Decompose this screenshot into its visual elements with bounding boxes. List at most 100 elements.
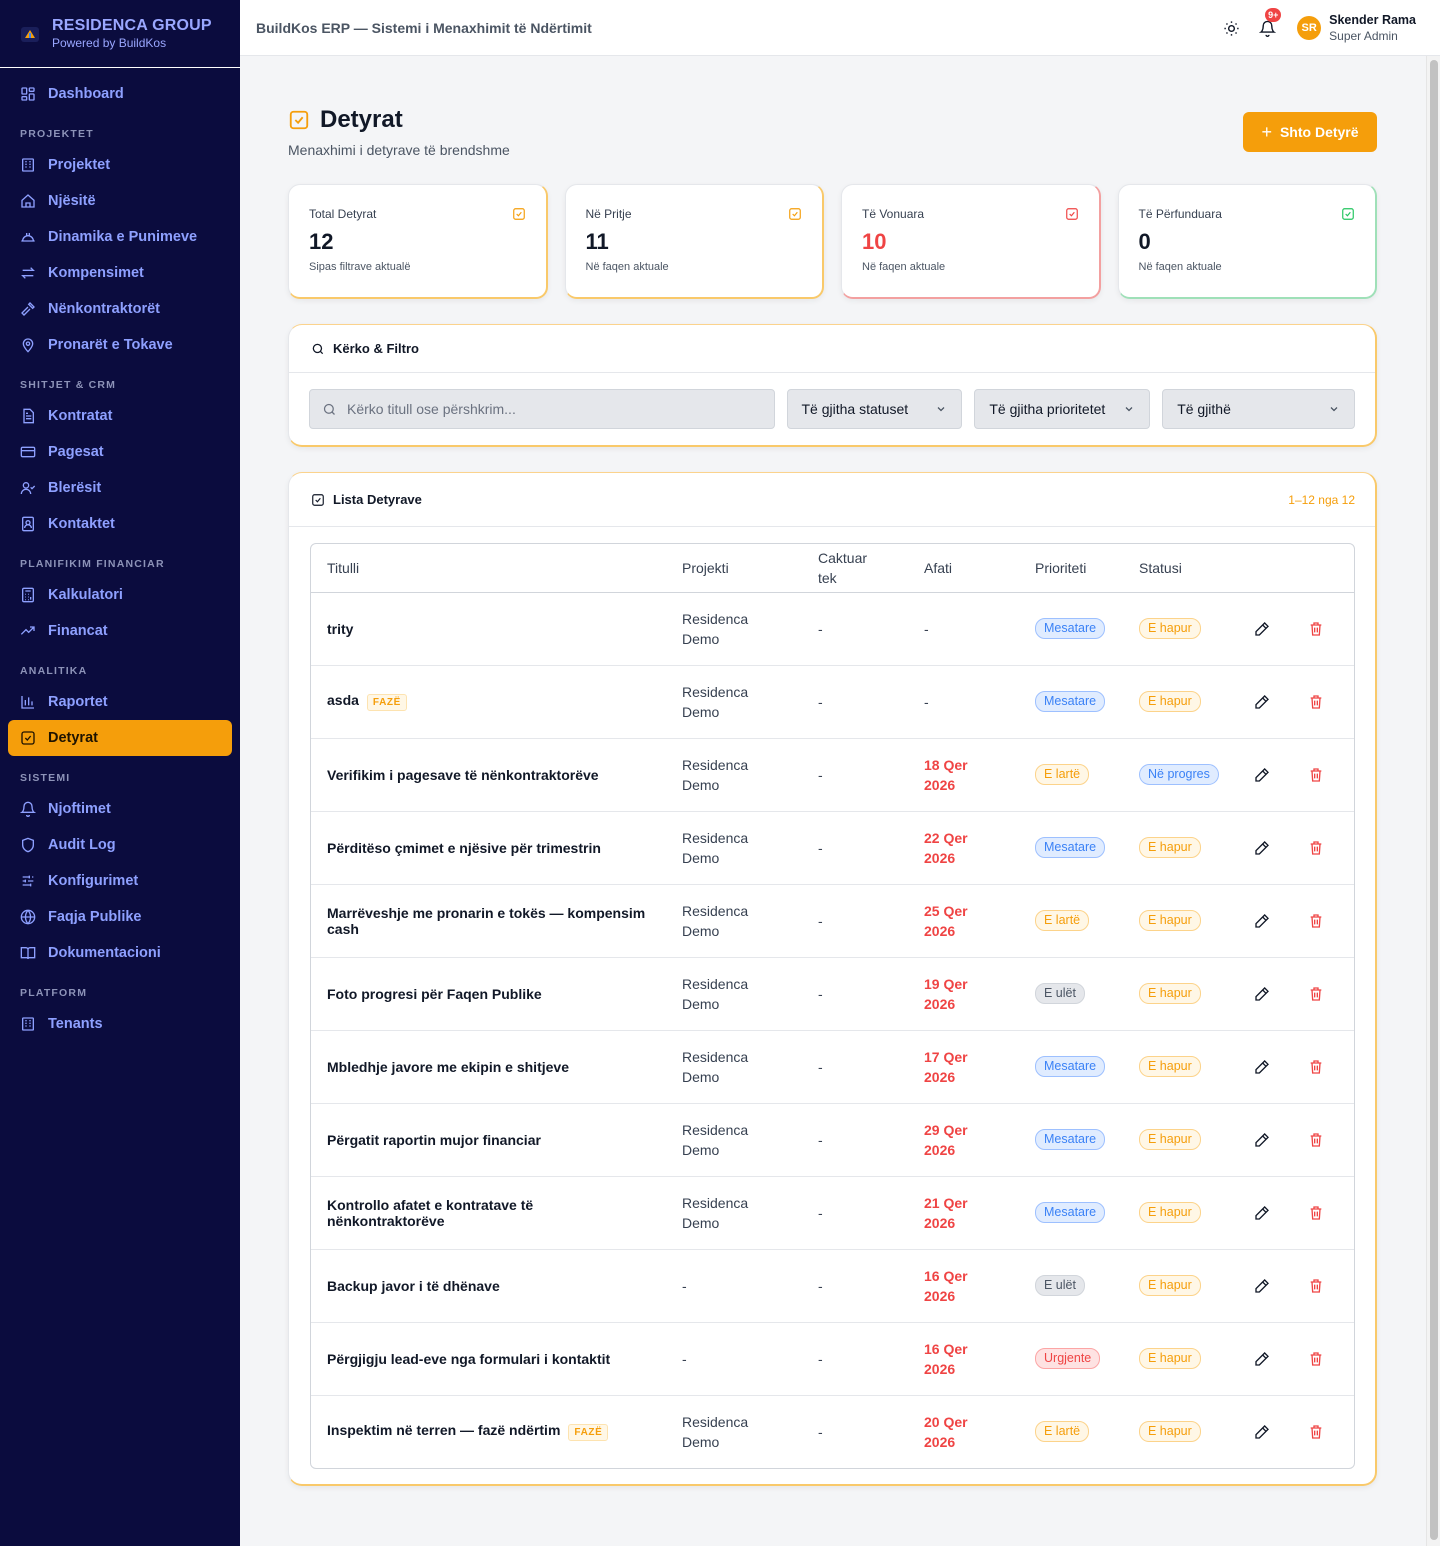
column-header-assignee[interactable]: Caktuar tek [802,544,908,593]
stat-hint: Sipas filtrave aktualë [309,261,411,273]
table-row[interactable]: Marrëveshje me pronarin e tokës — kompen… [311,884,1354,958]
user-avatar[interactable]: SR [1297,16,1322,40]
edit-pencil-icon[interactable] [1251,1056,1273,1078]
sidebar-item-faqja-publike[interactable]: Faqja Publike [0,899,232,935]
edit-pencil-icon[interactable] [1251,764,1273,786]
sidebar-item-audit-log[interactable]: Audit Log [0,827,232,863]
delete-trash-icon[interactable] [1305,1421,1327,1443]
delete-trash-icon[interactable] [1305,1202,1327,1224]
edit-pencil-icon[interactable] [1251,691,1273,713]
task-title-cell[interactable]: Përgjigju lead-eve nga formulari i konta… [311,1322,666,1396]
delete-trash-icon[interactable] [1305,1348,1327,1370]
stat-hint: Në faqen aktuale [1138,261,1222,273]
sidebar-nav: Dashboard PROJEKTET Projektet Njësitë Dinami… [0,68,240,1042]
delete-trash-icon[interactable] [1305,983,1327,1005]
delete-trash-icon[interactable] [1305,1275,1327,1297]
task-title-cell[interactable]: trity [311,592,666,666]
sidebar-item-detyrat[interactable]: Detyrat [8,720,232,756]
task-title-cell[interactable]: Inspektim në terren — fazë ndërtim FAZË [311,1395,666,1468]
task-project: - [666,1249,802,1323]
sidebar-item-raportet[interactable]: Raportet [0,684,232,720]
edit-pencil-icon[interactable] [1251,910,1273,932]
column-header-status[interactable]: Statusi [1123,544,1235,593]
task-title-cell[interactable]: Foto progresi për Faqen Publike [311,957,666,1031]
column-header-priority[interactable]: Prioriteti [1019,544,1123,593]
task-title-cell[interactable]: Kontrollo afatet e kontratave të nënkont… [311,1176,666,1250]
table-row[interactable]: Kontrollo afatet e kontratave të nënkont… [311,1176,1354,1250]
delete-cell [1289,738,1354,812]
task-title-cell[interactable]: Mbledhje javore me ekipin e shitjeve [311,1030,666,1104]
notifications-bell-icon[interactable]: 9+ [1257,8,1282,38]
column-header-project[interactable]: Projekti [666,544,802,593]
search-field[interactable] [309,389,775,429]
sidebar-item-konfigurimet[interactable]: Konfigurimet [0,863,232,899]
table-row[interactable]: Mbledhje javore me ekipin e shitjeve Resi… [311,1030,1354,1104]
due-date: - [924,693,929,710]
column-header-title[interactable]: Titulli [311,544,666,593]
edit-pencil-icon[interactable] [1251,1421,1273,1443]
edit-pencil-icon[interactable] [1251,618,1273,640]
scrollbar-thumb[interactable] [1430,60,1438,1540]
delete-trash-icon[interactable] [1305,618,1327,640]
task-title-cell[interactable]: Marrëveshje me pronarin e tokës — kompen… [311,884,666,958]
table-row[interactable]: Inspektim në terren — fazë ndërtim FAZË Re… [311,1395,1354,1468]
delete-trash-icon[interactable] [1305,691,1327,713]
sidebar-item-pronar-t-e-tokave[interactable]: Pronarët e Tokave [0,327,232,363]
table-row[interactable]: Verifikim i pagesave të nënkontraktorëve… [311,738,1354,812]
delete-trash-icon[interactable] [1305,910,1327,932]
edit-pencil-icon[interactable] [1251,837,1273,859]
status-filter-select[interactable]: Të gjitha statuset [786,389,963,429]
sidebar-item-kontaktet[interactable]: Kontaktet [0,506,232,542]
sidebar-item-n-nkontraktor-t[interactable]: Nënkontraktorët [0,291,232,327]
column-header-due[interactable]: Afati [908,544,1019,593]
table-row[interactable]: asda FAZË Residenca Demo - - Mesatare E hapur [311,665,1354,739]
sidebar-item-dinamika-e-punimeve[interactable]: Dinamika e Punimeve [0,219,232,255]
bell-icon [20,801,36,817]
edit-pencil-icon[interactable] [1251,1348,1273,1370]
edit-pencil-icon[interactable] [1251,983,1273,1005]
table-row[interactable]: Backup javor i të dhënave - -16 Qer 2026 E … [311,1249,1354,1323]
table-row[interactable]: trity Residenca Demo - - Mesatare E hapur [311,592,1354,666]
task-due: 19 Qer 2026 [908,957,1019,1031]
priority-filter-select[interactable]: Të gjitha prioritetet [974,389,1151,429]
sidebar-item-dokumentacioni[interactable]: Dokumentacioni [0,935,232,971]
task-title-cell[interactable]: Përgatit raportin mujor financiar [311,1103,666,1177]
sidebar-item-pagesat[interactable]: Pagesat [0,434,232,470]
delete-trash-icon[interactable] [1305,764,1327,786]
user-menu[interactable]: Skender Rama Super Admin [1329,13,1416,43]
task-project: Residenca Demo [666,738,802,812]
sidebar-item-bler-sit[interactable]: Blerësit [0,470,232,506]
task-due: 29 Qer 2026 [908,1103,1019,1177]
assignee-filter-select[interactable]: Të gjithë [1162,389,1355,429]
sidebar-item-kontratat[interactable]: Kontratat [0,398,232,434]
table-row[interactable]: Përgatit raportin mujor financiar Residen… [311,1103,1354,1177]
sidebar-item-tenants[interactable]: Tenants [0,1006,232,1042]
task-title-cell[interactable]: asda FAZË [311,665,666,739]
sidebar-item-financat[interactable]: Financat [0,613,232,649]
sidebar-item-kalkulatori[interactable]: Kalkulatori [0,577,232,613]
sidebar-item-projektet[interactable]: Projektet [0,147,232,183]
add-task-button[interactable]: + Shto Detyrë [1243,112,1377,152]
delete-trash-icon[interactable] [1305,1056,1327,1078]
task-title-cell[interactable]: Përditëso çmimet e njësive për trimestri… [311,811,666,885]
task-assignee: - [802,738,908,812]
table-row[interactable]: Foto progresi për Faqen Publike Residenca… [311,957,1354,1031]
edit-pencil-icon[interactable] [1251,1275,1273,1297]
task-title: Verifikim i pagesave të nënkontraktorëve [327,766,599,783]
delete-trash-icon[interactable] [1305,837,1327,859]
task-title-cell[interactable]: Backup javor i të dhënave [311,1249,666,1323]
edit-pencil-icon[interactable] [1251,1202,1273,1224]
sidebar-item-nj-sit-[interactable]: Njësitë [0,183,232,219]
task-title-cell[interactable]: Verifikim i pagesave të nënkontraktorëve [311,738,666,812]
search-input[interactable] [347,401,747,417]
table-row[interactable]: Përditëso çmimet e njësive për trimestri… [311,811,1354,885]
sidebar-item-dashboard[interactable]: Dashboard [0,76,232,112]
sidebar-item-njoftimet[interactable]: Njoftimet [0,791,232,827]
theme-toggle-sun-icon[interactable] [1221,18,1241,38]
edit-pencil-icon[interactable] [1251,1129,1273,1151]
sidebar-item-kompensimet[interactable]: Kompensimet [0,255,232,291]
brand[interactable]: RESIDENCA GROUP Powered by BuildKos [0,0,240,68]
page-scrollbar[interactable] [1426,56,1440,1546]
table-row[interactable]: Përgjigju lead-eve nga formulari i konta… [311,1322,1354,1396]
delete-trash-icon[interactable] [1305,1129,1327,1151]
